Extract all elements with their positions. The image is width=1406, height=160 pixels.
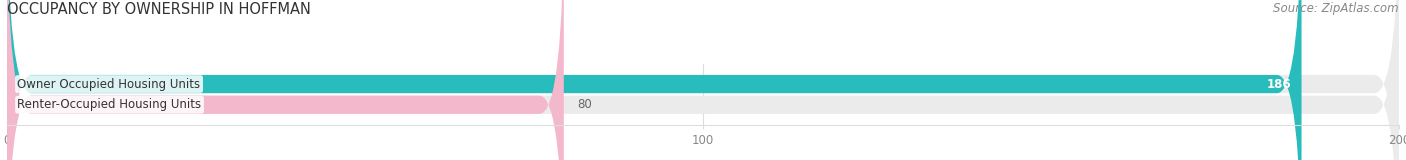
Text: Owner Occupied Housing Units: Owner Occupied Housing Units	[17, 78, 201, 91]
Text: 80: 80	[578, 98, 592, 111]
Text: 186: 186	[1267, 78, 1291, 91]
Text: Source: ZipAtlas.com: Source: ZipAtlas.com	[1274, 2, 1399, 15]
FancyBboxPatch shape	[7, 0, 1399, 160]
Text: Renter-Occupied Housing Units: Renter-Occupied Housing Units	[17, 98, 201, 111]
FancyBboxPatch shape	[7, 0, 1399, 160]
FancyBboxPatch shape	[7, 0, 564, 160]
Text: OCCUPANCY BY OWNERSHIP IN HOFFMAN: OCCUPANCY BY OWNERSHIP IN HOFFMAN	[7, 2, 311, 17]
FancyBboxPatch shape	[7, 0, 1302, 160]
